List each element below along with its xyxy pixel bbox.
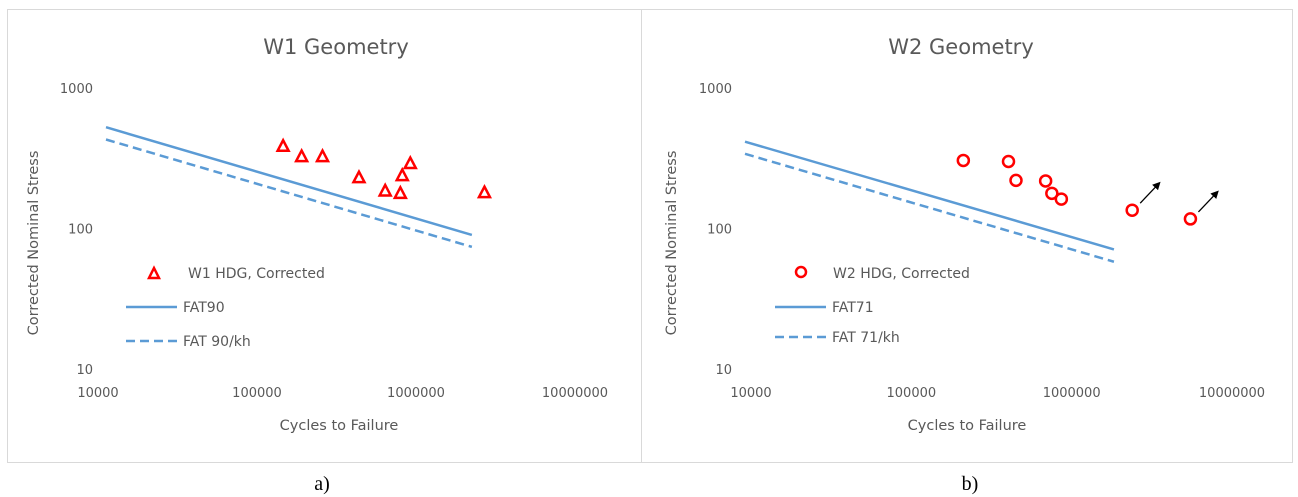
- x-tick-label: 1000000: [387, 386, 445, 401]
- y-tick-label: 1000: [60, 82, 93, 97]
- legend-label-a-1: FAT90: [183, 300, 225, 316]
- x-tick-label: 10000: [77, 386, 118, 401]
- panel-caption-b: b): [962, 473, 979, 495]
- x-tick-label: 10000000: [1199, 386, 1265, 401]
- y-axis-label-a: Corrected Nominal Stress: [26, 151, 42, 336]
- y-tick-label: 10: [76, 363, 93, 378]
- x-axis-label-a: Cycles to Failure: [280, 418, 399, 434]
- data-point: [1038, 174, 1053, 188]
- series-line-fat-90-kh: [105, 138, 473, 249]
- runout-arrow: [1197, 190, 1219, 213]
- data-point: [402, 154, 418, 170]
- data-point: [956, 153, 971, 168]
- chart-frame-a: [7, 9, 642, 463]
- x-tick-label: 10000: [730, 386, 771, 401]
- data-point: [1054, 192, 1069, 206]
- plot-area-b: 10000 100000 1000000 10000000 10 100 1000: [699, 82, 1265, 401]
- data-point: [294, 147, 310, 163]
- data-point: [351, 168, 367, 184]
- data-point: [1045, 186, 1059, 201]
- data-point: [1001, 154, 1016, 169]
- y-axis-label-b: Corrected Nominal Stress: [664, 151, 680, 336]
- runout-arrow: [1139, 181, 1161, 204]
- chart-frame-b: [641, 9, 1293, 463]
- y-tick-label: 100: [707, 223, 732, 238]
- series-line-fat90: [105, 126, 473, 237]
- chart-panel-b: W2 Geometry 10000 100000 1000000 1000000010…: [641, 9, 1293, 463]
- legend-swatch-circle-marker: [794, 265, 808, 279]
- data-point: [476, 183, 493, 199]
- data-point: [394, 166, 410, 182]
- data-point: [275, 137, 291, 152]
- data-point: [1125, 203, 1139, 217]
- x-tick-label: 100000: [887, 386, 937, 401]
- series-line-fat71: [744, 140, 1115, 251]
- series-line-fat-71-kh: [744, 152, 1115, 263]
- data-point: [392, 184, 408, 200]
- legend-label-b-1: FAT71: [832, 300, 874, 316]
- y-tick-label: 1000: [699, 82, 732, 97]
- legend-b: W2 HDG, Corrected FAT71 FAT 71/kh: [775, 265, 970, 346]
- legend-label-a-0: W1 HDG, Corrected: [188, 266, 325, 282]
- data-point: [314, 147, 331, 163]
- data-point: [1009, 173, 1023, 188]
- legend-label-b-2: FAT 71/kh: [832, 330, 900, 346]
- data-point: [377, 182, 393, 197]
- legend-swatch-triangle-marker: [146, 265, 162, 280]
- legend-label-b-0: W2 HDG, Corrected: [833, 266, 970, 282]
- x-axis-label-b: Cycles to Failure: [908, 418, 1027, 434]
- plot-area-a: 10000 100000 1000000 10000000 10 100 1000: [60, 82, 608, 401]
- data-point: [1183, 212, 1198, 226]
- legend-a: W1 HDG, Corrected FAT90 FAT 90/kh: [126, 265, 325, 350]
- x-tick-label: 10000000: [542, 386, 608, 401]
- x-tick-label: 100000: [232, 386, 282, 401]
- legend-label-a-2: FAT 90/kh: [183, 334, 251, 350]
- chart-title-b: W2 Geometry: [888, 35, 1034, 59]
- x-tick-label: 1000000: [1043, 386, 1101, 401]
- chart-title-a: W1 Geometry: [263, 35, 409, 59]
- chart-panel-a: W1 Geometry 10000 100000 1000000 1000000010…: [7, 9, 642, 463]
- y-tick-label: 10: [715, 363, 732, 378]
- y-tick-label: 100: [68, 223, 93, 238]
- panel-caption-a: a): [314, 473, 330, 495]
